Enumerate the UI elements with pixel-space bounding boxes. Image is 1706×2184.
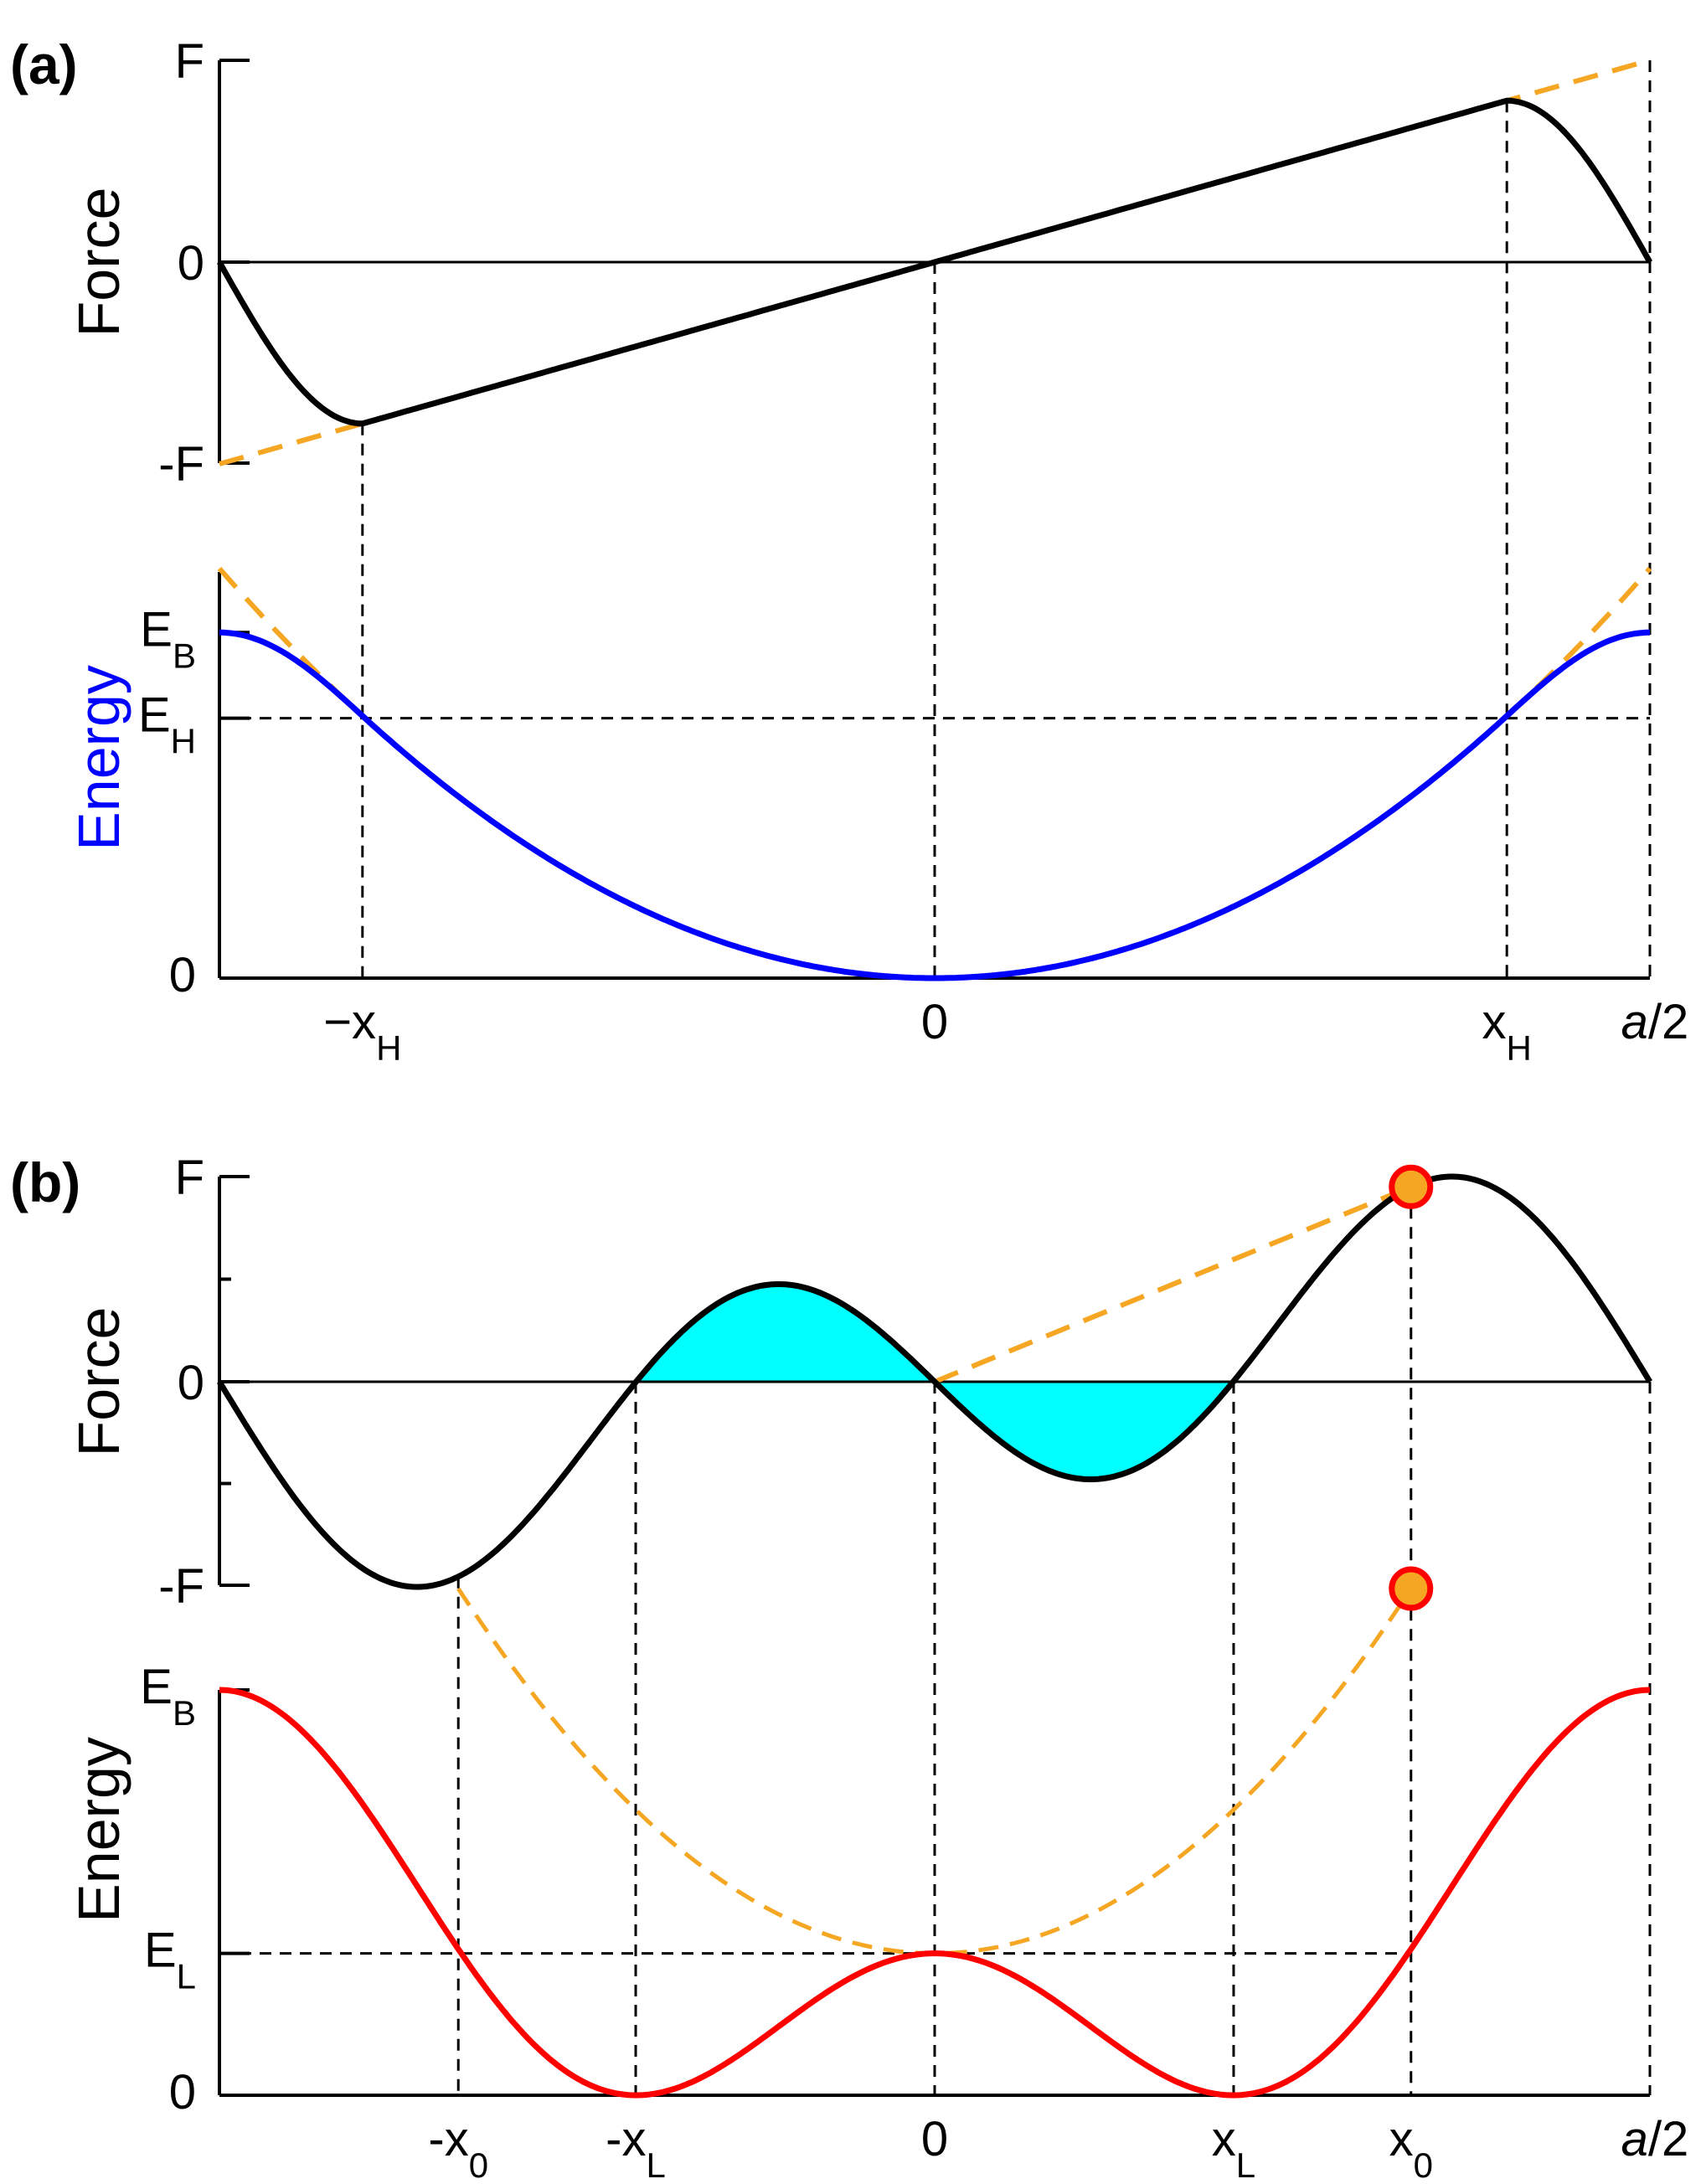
b-force-ytick-label-main: 0 — [178, 1356, 204, 1410]
b-energy-xtick-label: -xL — [606, 2112, 666, 2184]
a-energy-xtick-label-sub: H — [376, 1028, 401, 1068]
a-energy-xtick-label-italic: a — [1621, 995, 1648, 1049]
b-force-ytick-label-main: -F — [158, 1559, 204, 1614]
a-energy-curve — [219, 629, 1650, 981]
a-energy-ylabel: Energy — [66, 665, 131, 851]
b-energy-xtick-label-main: 0 — [921, 2112, 948, 2166]
a-energy-ytick-label-sub: B — [173, 636, 196, 675]
a-energy-ytick-label-main: E — [140, 602, 173, 657]
b-energy-xtick-label-rest: /2 — [1648, 2112, 1688, 2166]
a-energy-xtick-label: a/2 — [1621, 995, 1689, 1049]
b-energy-xtick-label-sub: L — [647, 2145, 666, 2184]
b-energy-ytick-label: EL — [144, 1924, 196, 1996]
b-energy-ytick-label: 0 — [169, 2065, 196, 2120]
b-energy-xtick-label: -x0 — [428, 2112, 488, 2184]
b-energy-xtick-label-main: x — [1212, 2112, 1236, 2166]
b-energy-ytick-label: EB — [140, 1660, 196, 1733]
a-energy-xtick-label: 0 — [921, 995, 948, 1049]
b-energy-xtick-label-main: -x — [606, 2112, 646, 2166]
b-force-ytick-label-main: F — [175, 1151, 204, 1205]
a-energy-ytick-label-sub: H — [171, 722, 196, 761]
b-energy-xtick-label-sub: L — [1236, 2145, 1255, 2184]
a-force-ylabel: Force — [66, 188, 131, 337]
b-energy-xtick-label-main: -x — [428, 2112, 468, 2166]
b-energy-marker — [1389, 1566, 1434, 1611]
b-force-ylabel: Force — [66, 1307, 131, 1457]
a-energy-xtick-label-sub: H — [1507, 1028, 1532, 1068]
b-energy-xtick-label-main: x — [1389, 2112, 1414, 2166]
b-energy-xtick-label: x0 — [1389, 2112, 1433, 2184]
b-energy-xtick-label-sub: 0 — [469, 2145, 488, 2184]
b-energy-ytick-label-sub: B — [173, 1693, 196, 1733]
a-energy-ytick-label: EB — [140, 602, 196, 675]
a-energy-ytick-label-main: E — [138, 688, 171, 743]
a-force-curve — [216, 97, 1653, 427]
a-energy-xtick-label-main: −x — [323, 995, 376, 1049]
b-energy-ytick-label-main: E — [140, 1660, 173, 1714]
b-energy-xtick-label-italic: a — [1621, 2112, 1648, 2166]
a-force-ytick-label-main: F — [175, 34, 204, 89]
panel-label-b: (b) — [10, 1151, 80, 1213]
a-energy-ytick-label: 0 — [169, 948, 196, 1002]
b-energy-ytick-label-main: 0 — [169, 2065, 196, 2120]
a-force-ytick-label: -F — [158, 437, 204, 492]
a-energy-xtick-label: xH — [1482, 995, 1532, 1068]
b-force-ytick-label: -F — [158, 1559, 204, 1614]
a-force-ytick-label: 0 — [178, 236, 204, 291]
a-energy-xtick-label-main: x — [1482, 995, 1507, 1049]
b-energy-ylabel: Energy — [66, 1737, 131, 1923]
b-force-marker — [1389, 1164, 1434, 1209]
b-energy-xtick-label: a/2 — [1621, 2112, 1689, 2166]
a-energy-ytick-label: EH — [138, 688, 196, 761]
b-force-ytick-label: 0 — [178, 1356, 204, 1410]
b-energy-xtick-label: xL — [1212, 2112, 1255, 2184]
a-energy-xtick-label-rest: /2 — [1648, 995, 1688, 1049]
a-force-ytick-label: F — [175, 34, 204, 89]
a-force-ytick-label-main: 0 — [178, 236, 204, 291]
b-energy-ytick-label-main: E — [144, 1924, 177, 1978]
panel-label-a: (a) — [10, 33, 78, 95]
b-energy-ytick-label-sub: L — [177, 1957, 196, 1996]
b-energy-xtick-label: 0 — [921, 2112, 948, 2166]
b-energy-xtick-label-sub: 0 — [1414, 2145, 1433, 2184]
b-force-linear-extrapolation — [933, 1184, 1412, 1384]
b-force-ytick-label: F — [175, 1151, 204, 1205]
b-energy-curve — [219, 1687, 1651, 2099]
a-energy-ytick-label-main: 0 — [169, 948, 196, 1002]
a-force-ytick-label-main: -F — [158, 437, 204, 492]
a-energy-harmonic-extrapolation — [1505, 566, 1652, 719]
a-energy-xtick-label: −xH — [323, 995, 401, 1068]
a-energy-xtick-label-main: 0 — [921, 995, 948, 1049]
